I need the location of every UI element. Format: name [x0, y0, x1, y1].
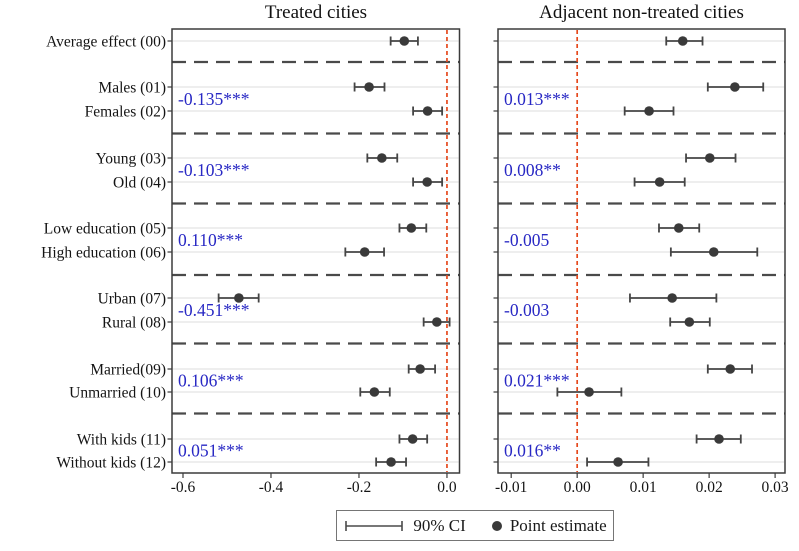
point-estimate: [359, 247, 370, 257]
x-tick-label: -0.2: [347, 479, 372, 496]
x-tick-label: 0.01: [630, 479, 657, 496]
point-estimate: [725, 364, 736, 374]
category-label: Married(09): [90, 362, 166, 379]
diff-annotation: 0.008**: [504, 160, 561, 180]
category-label: Males (01): [98, 80, 166, 97]
diff-annotation: -0.005: [504, 230, 549, 250]
panel-border: [497, 28, 786, 474]
x-tick-label: -0.6: [171, 479, 196, 496]
point-estimate: [234, 293, 244, 303]
diff-annotation: -0.451***: [178, 300, 249, 320]
diff-annotation: -0.003: [504, 300, 549, 320]
point-estimate: [708, 247, 719, 257]
point-estimate: [704, 153, 715, 163]
diff-annotation: 0.013***: [504, 89, 570, 109]
point-estimate: [673, 223, 684, 233]
point-estimate: [714, 434, 724, 444]
category-label: Rural (08): [102, 315, 166, 332]
category-label: Without kids (12): [56, 455, 166, 472]
category-label: Old (04): [113, 175, 166, 192]
point-estimate: [415, 364, 425, 374]
diff-annotation: 0.106***: [178, 371, 244, 391]
point-estimate: [584, 387, 594, 397]
point-estimate: [654, 177, 665, 187]
point-estimate: [613, 457, 623, 467]
x-tick-label: 0.03: [762, 479, 789, 496]
category-label: Females (02): [85, 104, 166, 121]
diff-annotation: 0.021***: [504, 371, 570, 391]
category-label: Average effect (00): [46, 34, 166, 51]
ci-line-icon: [345, 520, 404, 531]
category-label: With kids (11): [77, 432, 166, 449]
legend-ci-label: 90% CI: [413, 515, 466, 535]
point-estimate: [377, 153, 387, 163]
diff-annotation: 0.051***: [178, 441, 244, 461]
point-estimate: [422, 106, 433, 116]
point-estimate: [432, 317, 442, 327]
x-tick-label: 0.00: [564, 479, 591, 496]
point-estimate: [399, 36, 410, 46]
point-estimate: [730, 82, 740, 92]
category-label: Young (03): [96, 151, 166, 168]
category-label: Low education (05): [44, 221, 166, 238]
point-estimate: [386, 457, 396, 467]
x-tick-label: -0.4: [259, 479, 284, 496]
point-estimate: [677, 36, 688, 46]
point-estimate: [667, 293, 677, 303]
x-tick-label: -0.01: [495, 479, 527, 496]
point-estimate: [684, 317, 695, 327]
category-label: Unmarried (10): [69, 385, 166, 402]
legend-box: 90% CI Point estimate: [336, 510, 614, 541]
x-tick-label: 0.0: [437, 479, 457, 496]
x-tick-label: 0.02: [696, 479, 723, 496]
point-estimate: [364, 82, 374, 92]
diff-annotation: 0.110***: [178, 230, 243, 250]
panel-border: [171, 28, 461, 474]
point-estimate: [406, 223, 417, 233]
diff-annotation: -0.103***: [178, 160, 249, 180]
point-estimate-icon: [491, 520, 502, 531]
point-estimate: [407, 434, 418, 444]
category-label: High education (06): [41, 245, 166, 262]
panel-title-adjacent: Adjacent non-treated cities: [539, 2, 744, 23]
point-estimate: [422, 177, 432, 187]
panel-title-treated: Treated cities: [264, 2, 368, 23]
legend-point-label: Point estimate: [509, 515, 607, 535]
diff-annotation: 0.016**: [504, 441, 561, 461]
diff-annotation: -0.135***: [178, 89, 249, 109]
category-label: Urban (07): [98, 291, 166, 308]
point-estimate: [644, 106, 654, 116]
point-estimate: [369, 387, 380, 397]
